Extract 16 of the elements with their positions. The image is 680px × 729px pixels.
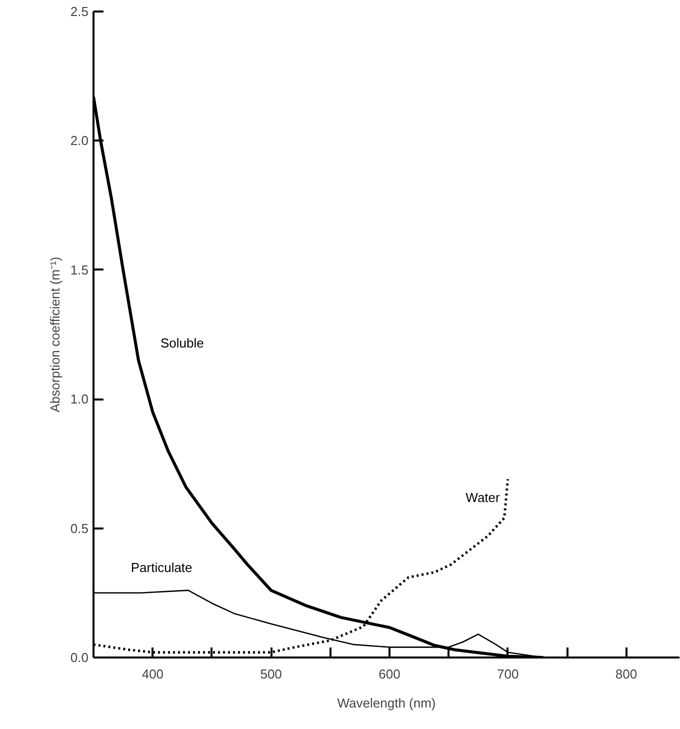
series-label: Particulate xyxy=(130,560,192,575)
y-tick-label: 0.0 xyxy=(70,650,89,665)
series-label: Water xyxy=(466,490,501,506)
y-tick-label: 2.5 xyxy=(70,4,89,19)
x-tick-label: 500 xyxy=(260,666,282,682)
x-tick-label: 700 xyxy=(497,666,519,682)
y-tick-label: 1.5 xyxy=(70,262,89,278)
x-axis-title: Wavelength (nm) xyxy=(337,696,436,710)
y-tick-label: 2.0 xyxy=(70,133,89,148)
series-label: Soluble xyxy=(160,335,204,350)
y-tick-label: 1.0 xyxy=(70,392,89,407)
x-tick-label: 800 xyxy=(615,666,638,682)
x-tick-label: 600 xyxy=(378,666,400,682)
y-tick-label: 0.5 xyxy=(70,520,89,536)
x-tick-label: 400 xyxy=(142,666,164,682)
y-axis-title: Absorption coefficient (m⁻¹) xyxy=(47,256,62,412)
